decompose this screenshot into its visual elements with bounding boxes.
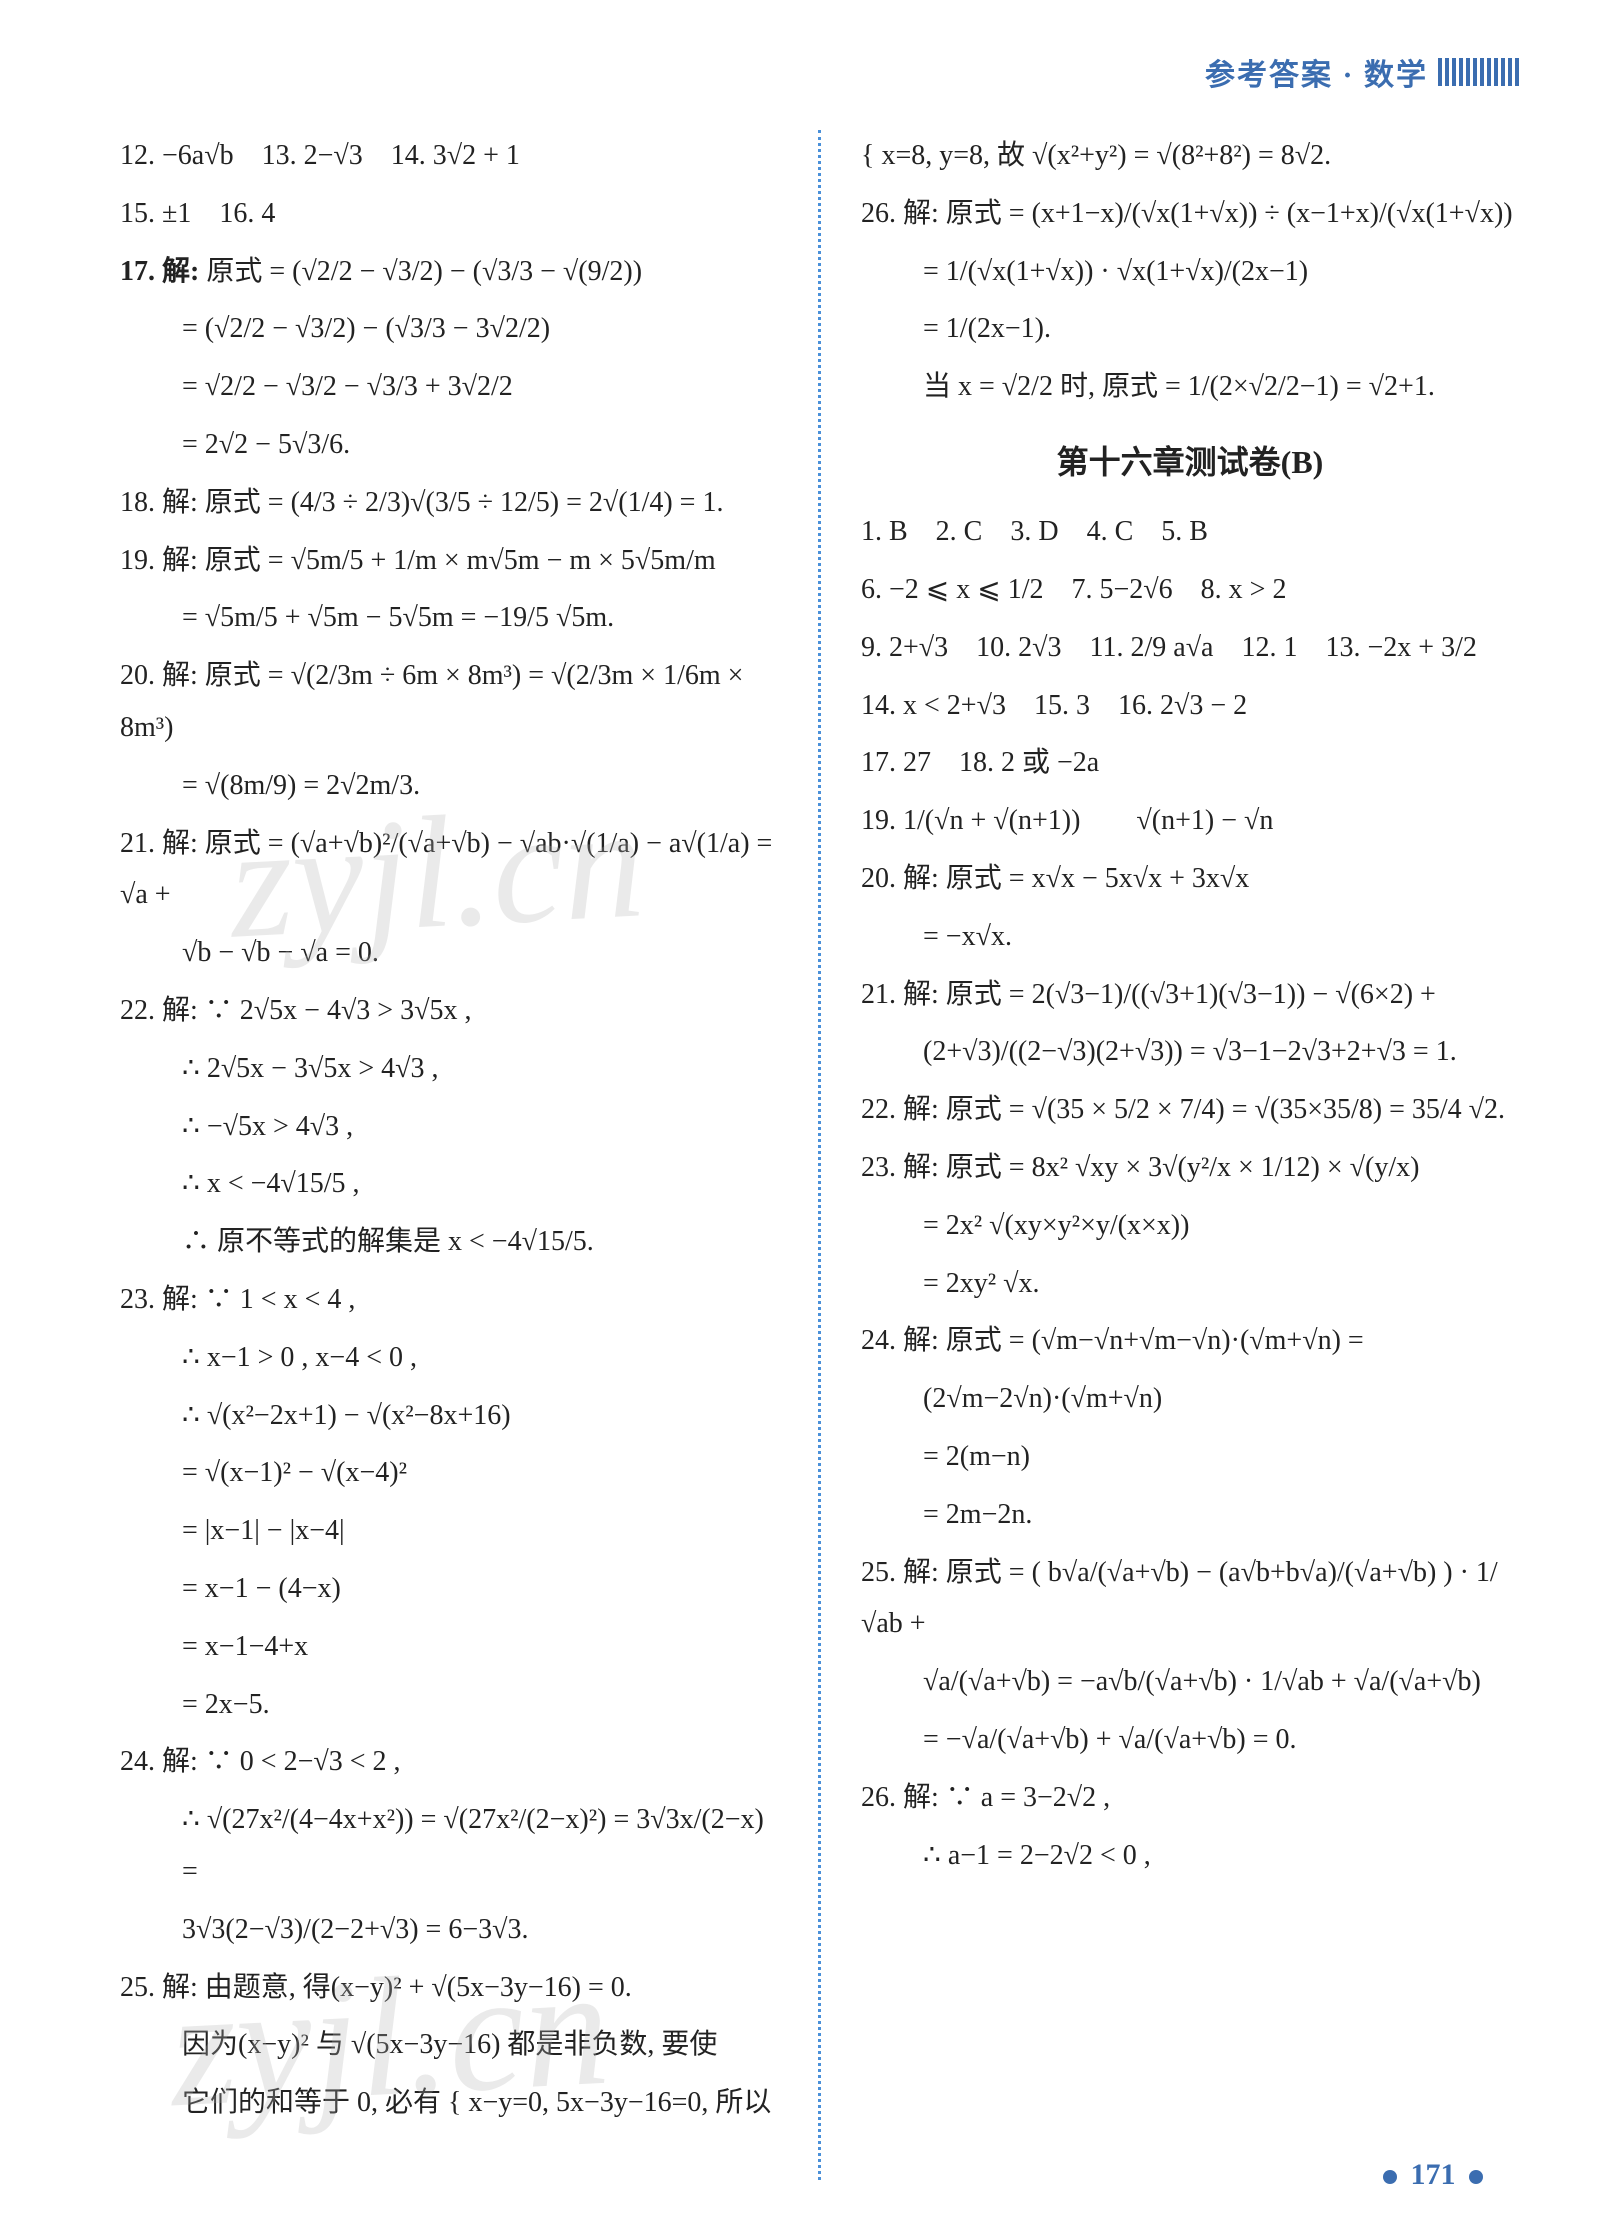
q21b-line2: (2+√3)/((2−√3)(2+√3)) = √3−1−2√3+2+√3 = …: [861, 1026, 1519, 1078]
q17-line1: 原式 = (√2/2 − √3/2) − (√3/3 − √(9/2)): [206, 256, 642, 287]
q22-line2: ∴ 2√5x − 3√5x > 4√3 ,: [120, 1043, 778, 1095]
q17: 17. 解: 原式 = (√2/2 − √3/2) − (√3/3 − √(9/…: [120, 246, 778, 298]
q22-line5: ∴ 原不等式的解集是 x < −4√15/5.: [120, 1216, 778, 1268]
page-header: 参考答案 · 数学: [1205, 50, 1519, 94]
q23-line3: ∴ √(x²−2x+1) − √(x²−8x+16): [120, 1390, 778, 1442]
section-title: 第十六章测试卷(B): [861, 433, 1519, 492]
content-area: 12. −6a√b 13. 2−√3 14. 3√2 + 1 15. ±1 16…: [120, 130, 1519, 2180]
q19b: 19. 1/(√n + √(n+1)) √(n+1) − √n: [861, 795, 1519, 847]
q23b-line2: = 2x² √(xy×y²×y/(x×x)): [861, 1200, 1519, 1252]
q26b-line1: 26. 解: ∵ a = 3−2√2 ,: [861, 1772, 1519, 1824]
q26-line3: = 1/(2x−1).: [861, 303, 1519, 355]
q26b-line2: ∴ a−1 = 2−2√2 < 0 ,: [861, 1830, 1519, 1882]
q22-line3: ∴ −√5x > 4√3 ,: [120, 1101, 778, 1153]
answers-9-13: 9. 2+√3 10. 2√3 11. 2/9 a√a 12. 1 13. −2…: [861, 622, 1519, 674]
q23b-line3: = 2xy² √x.: [861, 1258, 1519, 1310]
q24-line3: 3√3(2−√3)/(2−2+√3) = 6−3√3.: [120, 1904, 778, 1956]
q24b-line2: (2√m−2√n)·(√m+√n): [861, 1373, 1519, 1425]
q23b-line1: 23. 解: 原式 = 8x² √xy × 3√(y²/x × 1/12) × …: [861, 1142, 1519, 1194]
page-number-value: 171: [1411, 2158, 1456, 2191]
q26-line4: 当 x = √2/2 时, 原式 = 1/(2×√2/2−1) = √2+1.: [861, 361, 1519, 413]
q26-line2: = 1/(√x(1+√x)) · √x(1+√x)/(2x−1): [861, 246, 1519, 298]
q20-line2: = √(8m/9) = 2√2m/3.: [120, 760, 778, 812]
q25-cont: { x=8, y=8, 故 √(x²+y²) = √(8²+8²) = 8√2.: [861, 130, 1519, 182]
q25b-line3: = −√a/(√a+√b) + √a/(√a+√b) = 0.: [861, 1714, 1519, 1766]
q22b: 22. 解: 原式 = √(35 × 5/2 × 7/4) = √(35×35/…: [861, 1084, 1519, 1136]
answers-17-18: 17. 27 18. 2 或 −2a: [861, 737, 1519, 789]
answer-15-16: 15. ±1 16. 4: [120, 188, 778, 240]
page-dot-icon: [1469, 2170, 1483, 2184]
q19-line2: = √5m/5 + √5m − 5√5m = −19/5 √5m.: [120, 592, 778, 644]
q25b-line2: √a/(√a+√b) = −a√b/(√a+√b) · 1/√ab + √a/(…: [861, 1656, 1519, 1708]
q24-line1: 24. 解: ∵ 0 < 2−√3 < 2 ,: [120, 1736, 778, 1788]
q22-line4: ∴ x < −4√15/5 ,: [120, 1158, 778, 1210]
q21-line1: 21. 解: 原式 = (√a+√b)²/(√a+√b) − √ab·√(1/a…: [120, 818, 778, 922]
right-column: { x=8, y=8, 故 √(x²+y²) = √(8²+8²) = 8√2.…: [861, 130, 1519, 2180]
q18: 18. 解: 原式 = (4/3 ÷ 2/3)√(3/5 ÷ 12/5) = 2…: [120, 477, 778, 529]
left-column: 12. −6a√b 13. 2−√3 14. 3√2 + 1 15. ±1 16…: [120, 130, 778, 2180]
q20-line1: 20. 解: 原式 = √(2/3m ÷ 6m × 8m³) = √(2/3m …: [120, 650, 778, 754]
q25b-line1: 25. 解: 原式 = ( b√a/(√a+√b) − (a√b+b√a)/(√…: [861, 1547, 1519, 1651]
header-title: 参考答案 · 数学: [1205, 50, 1428, 94]
answers-6-8: 6. −2 ⩽ x ⩽ 1/2 7. 5−2√6 8. x > 2: [861, 564, 1519, 616]
q22-line1: 22. 解: ∵ 2√5x − 4√3 > 3√5x ,: [120, 985, 778, 1037]
q23-line7: = x−1−4+x: [120, 1621, 778, 1673]
q25-line2: 因为(x−y)² 与 √(5x−3y−16) 都是非负数, 要使: [120, 2019, 778, 2071]
page-dot-icon: [1383, 2170, 1397, 2184]
q23-line1: 23. 解: ∵ 1 < x < 4 ,: [120, 1274, 778, 1326]
q24-line2: ∴ √(27x²/(4−4x+x²)) = √(27x²/(2−x)²) = 3…: [120, 1794, 778, 1898]
q23-line6: = x−1 − (4−x): [120, 1563, 778, 1615]
q20b-line2: = −x√x.: [861, 911, 1519, 963]
q21-line2: √b − √b − √a = 0.: [120, 927, 778, 979]
q25-line3: 它们的和等于 0, 必有 { x−y=0, 5x−3y−16=0, 所以: [120, 2077, 778, 2129]
page-number: 171: [1377, 2158, 1489, 2192]
q21b-line1: 21. 解: 原式 = 2(√3−1)/((√3+1)(√3−1)) − √(6…: [861, 969, 1519, 1021]
q17-line2: = (√2/2 − √3/2) − (√3/3 − 3√2/2): [120, 303, 778, 355]
page: 参考答案 · 数学 12. −6a√b 13. 2−√3 14. 3√2 + 1…: [0, 0, 1599, 2232]
q17-label: 17. 解:: [120, 256, 199, 287]
answers-14-16: 14. x < 2+√3 15. 3 16. 2√3 − 2: [861, 680, 1519, 732]
answer-12-14: 12. −6a√b 13. 2−√3 14. 3√2 + 1: [120, 130, 778, 182]
mc-answers: 1. B 2. C 3. D 4. C 5. B: [861, 506, 1519, 558]
q24b-line4: = 2m−2n.: [861, 1489, 1519, 1541]
q17-line3: = √2/2 − √3/2 − √3/3 + 3√2/2: [120, 361, 778, 413]
q24b-line1: 24. 解: 原式 = (√m−√n+√m−√n)·(√m+√n) =: [861, 1315, 1519, 1367]
column-divider: [818, 130, 821, 2180]
q17-line4: = 2√2 − 5√3/6.: [120, 419, 778, 471]
q23-line8: = 2x−5.: [120, 1679, 778, 1731]
header-decoration: [1438, 58, 1519, 86]
q23-line2: ∴ x−1 > 0 , x−4 < 0 ,: [120, 1332, 778, 1384]
q20b-line1: 20. 解: 原式 = x√x − 5x√x + 3x√x: [861, 853, 1519, 905]
q24b-line3: = 2(m−n): [861, 1431, 1519, 1483]
q23-line5: = |x−1| − |x−4|: [120, 1505, 778, 1557]
q19-line1: 19. 解: 原式 = √5m/5 + 1/m × m√5m − m × 5√5…: [120, 535, 778, 587]
q23-line4: = √(x−1)² − √(x−4)²: [120, 1447, 778, 1499]
q25-line1: 25. 解: 由题意, 得(x−y)² + √(5x−3y−16) = 0.: [120, 1962, 778, 2014]
q26-line1: 26. 解: 原式 = (x+1−x)/(√x(1+√x)) ÷ (x−1+x)…: [861, 188, 1519, 240]
